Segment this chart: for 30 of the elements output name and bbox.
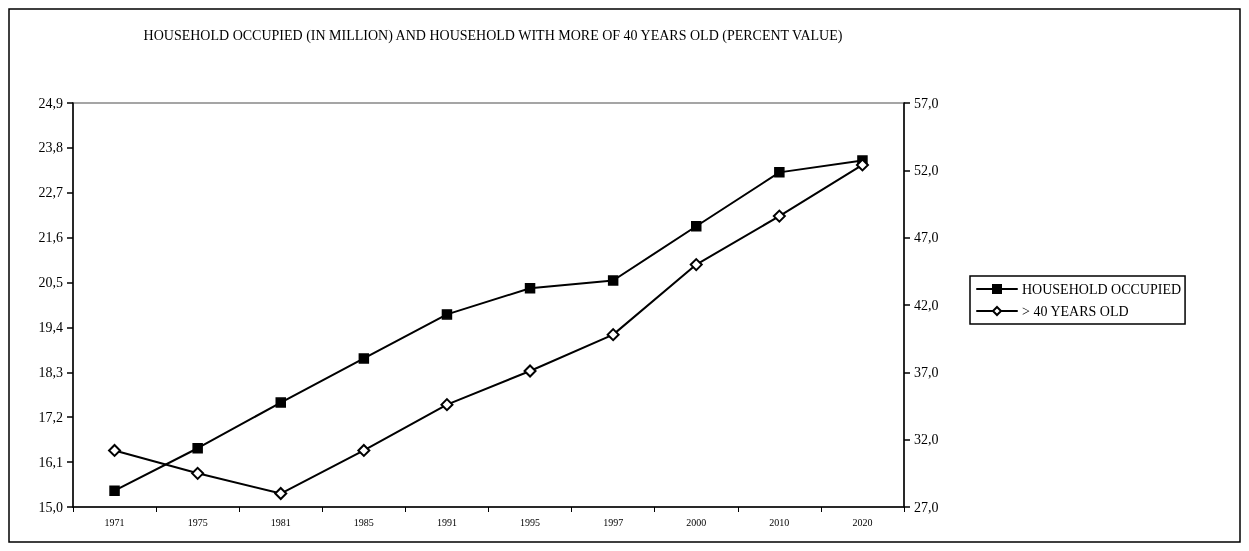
x-tick-label: 2000 <box>686 516 707 528</box>
y-tick-label: 22,7 <box>38 185 63 201</box>
x-tick-label: 1995 <box>520 516 541 528</box>
y2-tick-label: 57,0 <box>914 95 939 111</box>
x-tick-label: 1971 <box>104 516 125 528</box>
y2-tick-label: 27,0 <box>914 499 939 515</box>
y-tick-label: 16,1 <box>38 454 63 470</box>
y2-tick-label: 52,0 <box>914 162 939 178</box>
y2-tick-label: 47,0 <box>914 230 939 246</box>
x-tick-label: 1997 <box>603 516 624 528</box>
y-tick-label: 17,2 <box>38 409 63 425</box>
y-tick-label: 20,5 <box>38 275 63 291</box>
y-tick-label: 18,3 <box>38 364 63 380</box>
chart-title: HOUSEHOLD OCCUPIED (IN MILLION) AND HOUSEHOLD WITH MORE OF 40 YEARS OLD (PERCENT VALUE) <box>143 27 843 44</box>
y-tick-label: 19,4 <box>38 319 63 335</box>
x-tick-label: 1975 <box>187 516 208 528</box>
y2-tick-label: 32,0 <box>914 432 939 448</box>
x-tick-label: 2010 <box>769 516 790 528</box>
legend-label: > 40 YEARS OLD <box>1022 303 1129 319</box>
y-tick-label: 21,6 <box>38 230 63 246</box>
y-tick-label: 23,8 <box>38 140 63 156</box>
y-tick-label: 24,9 <box>38 95 63 111</box>
x-tick-label: 1981 <box>270 516 291 528</box>
x-tick-label: 2020 <box>852 516 873 528</box>
x-tick-label: 1985 <box>353 516 374 528</box>
y2-tick-label: 37,0 <box>914 364 939 380</box>
legend-label: HOUSEHOLD OCCUPIED <box>1022 281 1182 297</box>
y2-tick-label: 42,0 <box>914 297 939 313</box>
y-tick-label: 15,0 <box>38 499 63 515</box>
x-tick-label: 1991 <box>436 516 457 528</box>
